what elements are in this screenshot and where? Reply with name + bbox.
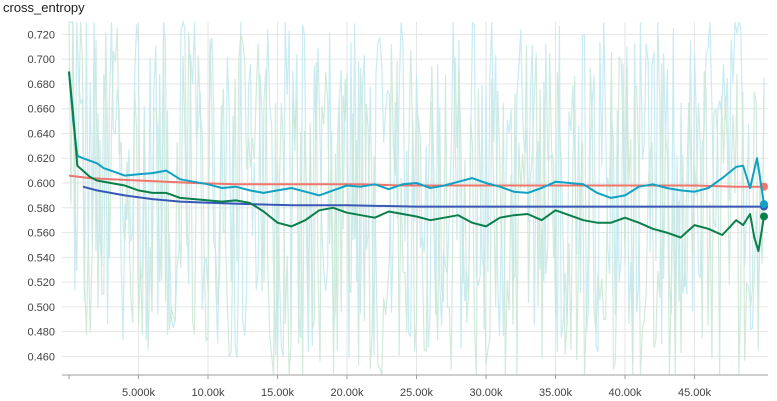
y-tick-label: 0.580: [27, 203, 55, 215]
x-tick-label: 20.00k: [330, 387, 364, 399]
chart-title: cross_entropy: [3, 0, 85, 15]
x-tick-label: 15.00k: [261, 387, 295, 399]
x-tick-label: 30.00k: [469, 387, 503, 399]
series-line-4[interactable]: [68, 71, 765, 253]
y-tick-label: 0.500: [27, 302, 55, 314]
x-tick-label: 10.00k: [191, 387, 225, 399]
y-tick-label: 0.600: [27, 178, 55, 190]
y-tick-label: 0.460: [27, 351, 55, 363]
series-end-point-4[interactable]: [760, 212, 768, 221]
y-tick-label: 0.680: [27, 79, 55, 91]
axes: [62, 374, 768, 379]
y-tick-label: 0.520: [27, 277, 55, 289]
series-lines: [68, 71, 768, 253]
x-tick-label: 5.000k: [122, 387, 156, 399]
y-tick-label: 0.660: [27, 104, 55, 116]
y-tick-label: 0.620: [27, 153, 55, 165]
y-tick-label: 0.720: [27, 29, 55, 41]
series-end-point-3[interactable]: [760, 200, 768, 209]
x-tick-label: 35.00k: [539, 387, 573, 399]
y-tick-label: 0.560: [27, 228, 55, 240]
y-tick-label: 0.700: [27, 54, 55, 66]
y-tick-label: 0.640: [27, 128, 55, 140]
x-tick-label: 25.00k: [400, 387, 434, 399]
y-tick-label: 0.480: [27, 327, 55, 339]
y-tick-label: 0.540: [27, 252, 55, 264]
tick-labels: 0.720 0.700 0.680 0.660 0.640 0.620 0.600 0.580…: [27, 29, 711, 399]
x-tick-label: 45.00k: [678, 387, 712, 399]
series-line-2[interactable]: [82, 185, 764, 208]
raw-trace-1: [69, 19, 765, 363]
series-line-1[interactable]: [68, 174, 764, 188]
series-line-3[interactable]: [68, 71, 765, 205]
x-tick-label: 40.00k: [608, 387, 642, 399]
